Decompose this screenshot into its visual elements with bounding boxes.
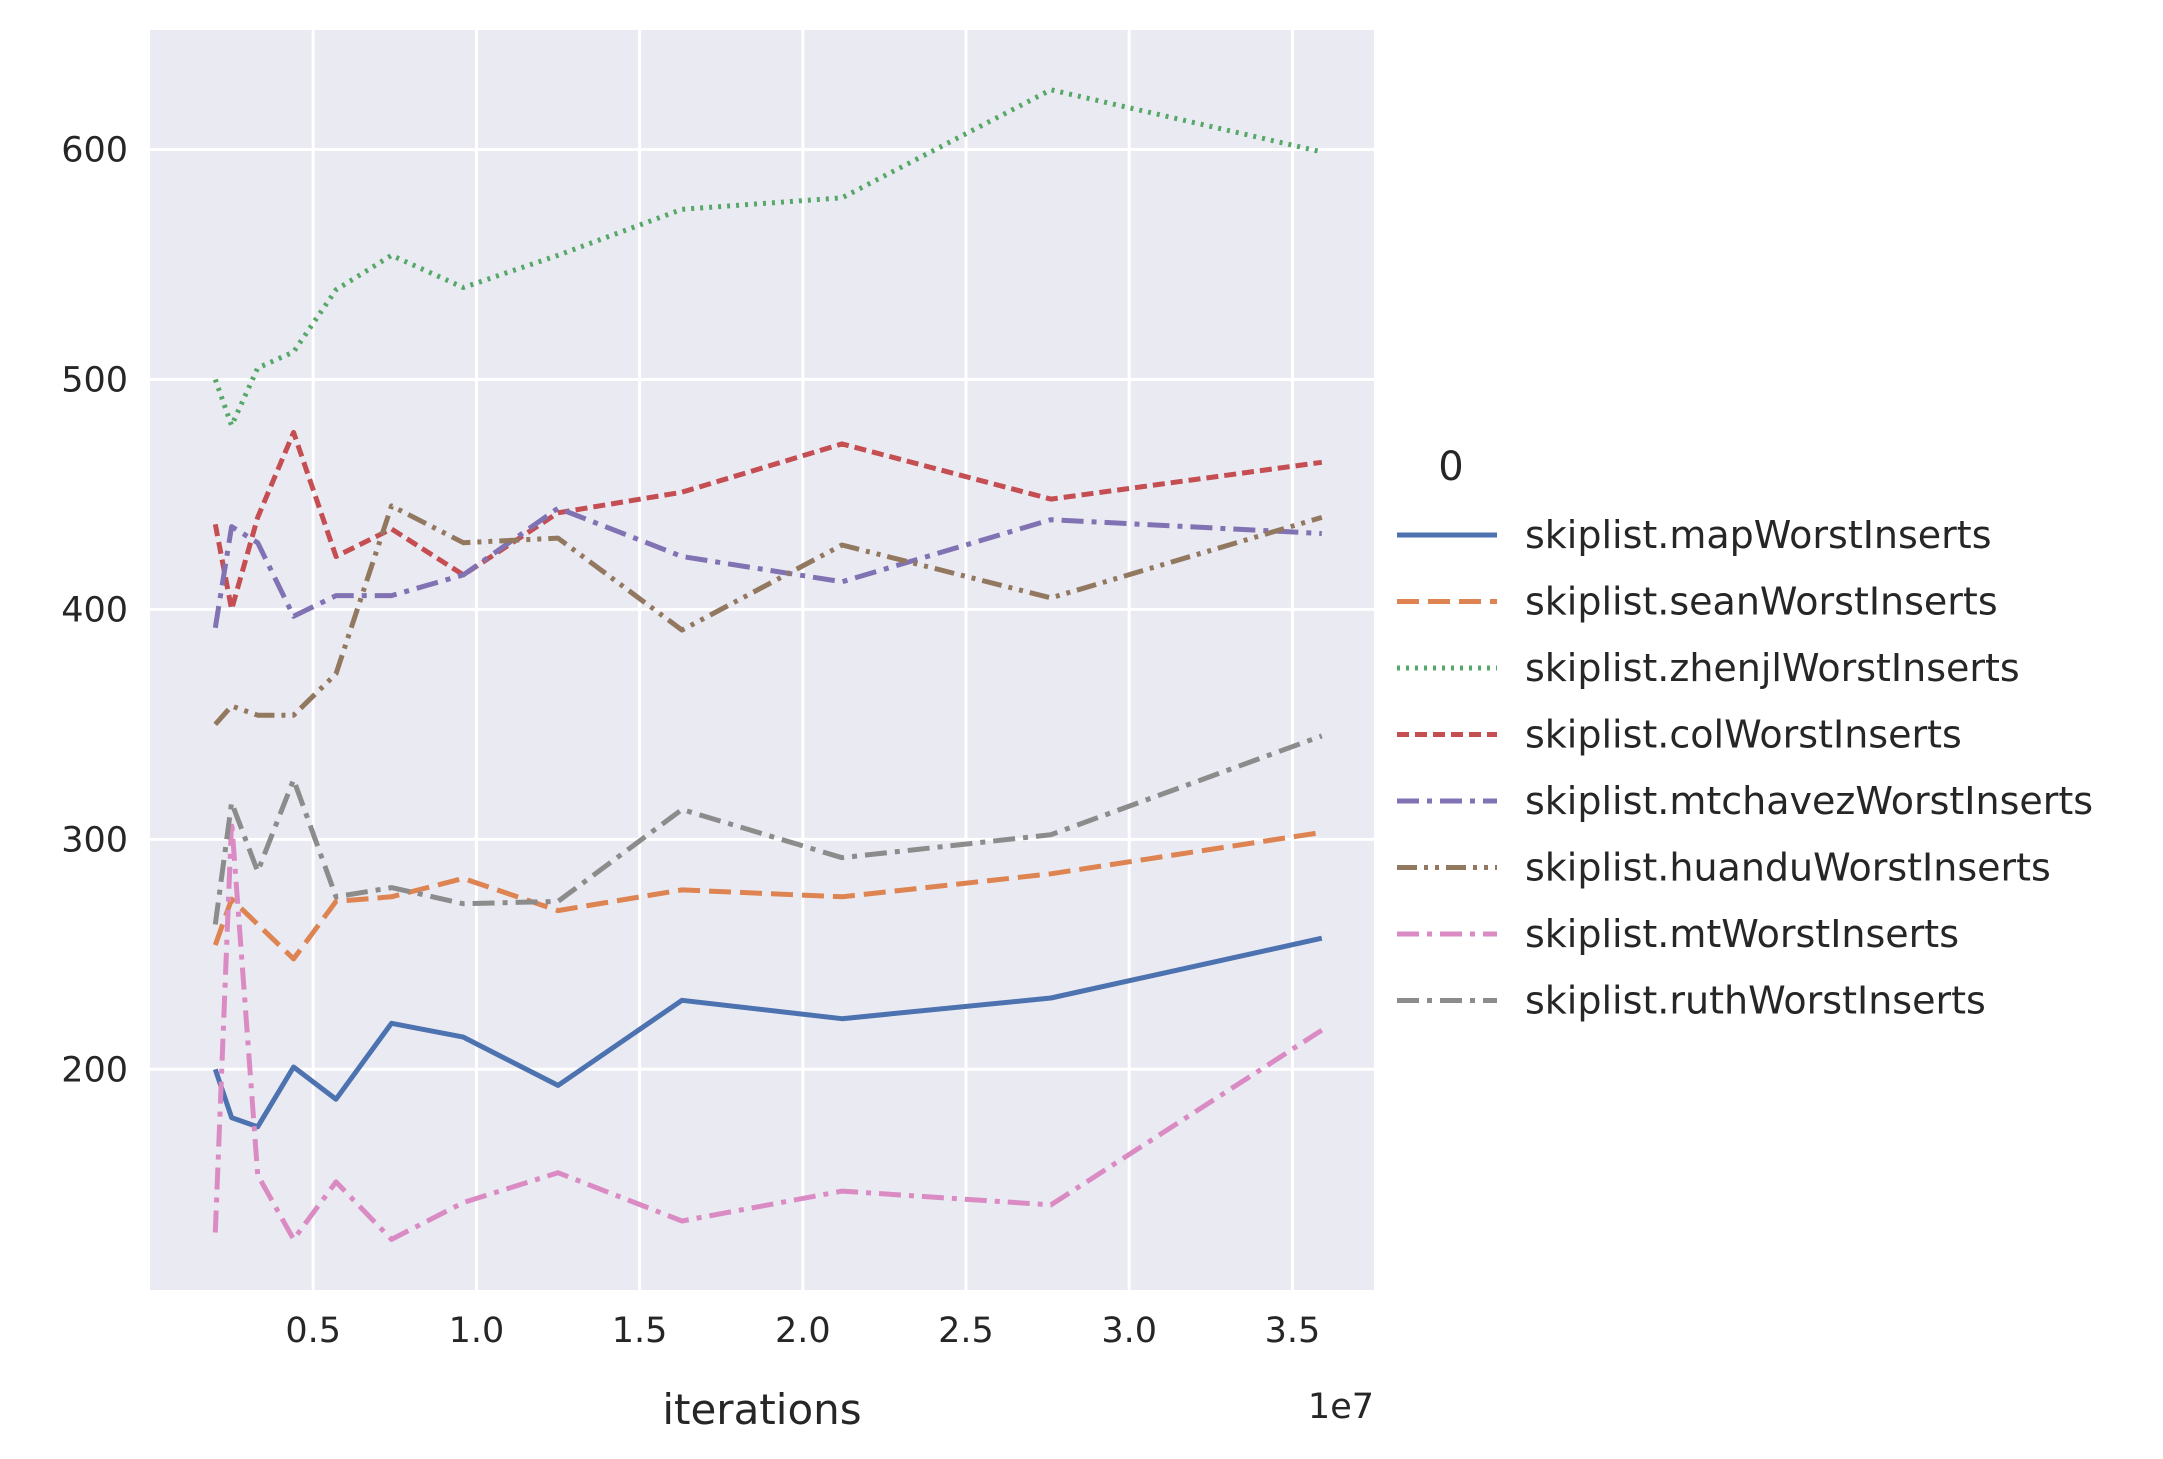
y-tick-label: 500 xyxy=(61,360,128,400)
y-tick-label: 400 xyxy=(61,590,128,630)
series-lines xyxy=(212,87,1324,1242)
legend: 0 skiplist.mapWorstInserts skiplist.seanW… xyxy=(1397,444,2093,1023)
legend-title: 0 xyxy=(1438,444,1463,490)
legend-entry: skiplist.seanWorstInserts xyxy=(1525,580,1998,624)
x-tick-label: 2.0 xyxy=(775,1311,831,1351)
x-tick-label: 1.5 xyxy=(612,1311,668,1351)
legend-entry: skiplist.ruthWorstInserts xyxy=(1525,979,1986,1023)
series-line xyxy=(212,829,1323,962)
grid-lines xyxy=(150,30,1374,1290)
series-line xyxy=(213,503,1323,727)
series-line xyxy=(212,818,1324,1242)
y-tick-label: 600 xyxy=(61,131,128,171)
x-tick-label: 1.0 xyxy=(449,1311,505,1351)
x-tick-label: 3.0 xyxy=(1101,1311,1157,1351)
series-line xyxy=(212,505,1322,629)
legend-entry: skiplist.mtWorstInserts xyxy=(1525,912,1959,956)
series-line xyxy=(212,935,1323,1130)
legend-entry: skiplist.zhenjlWorstInserts xyxy=(1525,646,2020,690)
x-axis-label: iterations xyxy=(662,1385,861,1434)
series-line xyxy=(212,733,1323,925)
x-axis-ticks: 0.5 1.0 1.5 2.0 2.5 3.0 3.5 xyxy=(285,1311,1320,1351)
series-line xyxy=(212,87,1323,428)
plot-background xyxy=(150,30,1374,1290)
legend-entry: skiplist.mapWorstInserts xyxy=(1525,513,1992,557)
y-tick-label: 300 xyxy=(61,820,128,860)
y-tick-label: 200 xyxy=(61,1050,128,1090)
legend-entry: skiplist.colWorstInserts xyxy=(1525,713,1962,757)
series-line xyxy=(212,429,1323,612)
x-axis-offset-text: 1e7 xyxy=(1308,1387,1374,1427)
x-tick-label: 0.5 xyxy=(285,1311,341,1351)
y-axis-ticks: 200 300 400 500 600 xyxy=(61,131,128,1091)
legend-entry: skiplist.huanduWorstInserts xyxy=(1525,846,2051,890)
legend-entry: skiplist.mtchavezWorstInserts xyxy=(1525,779,2093,823)
x-tick-label: 2.5 xyxy=(938,1311,994,1351)
x-tick-label: 3.5 xyxy=(1265,1311,1321,1351)
